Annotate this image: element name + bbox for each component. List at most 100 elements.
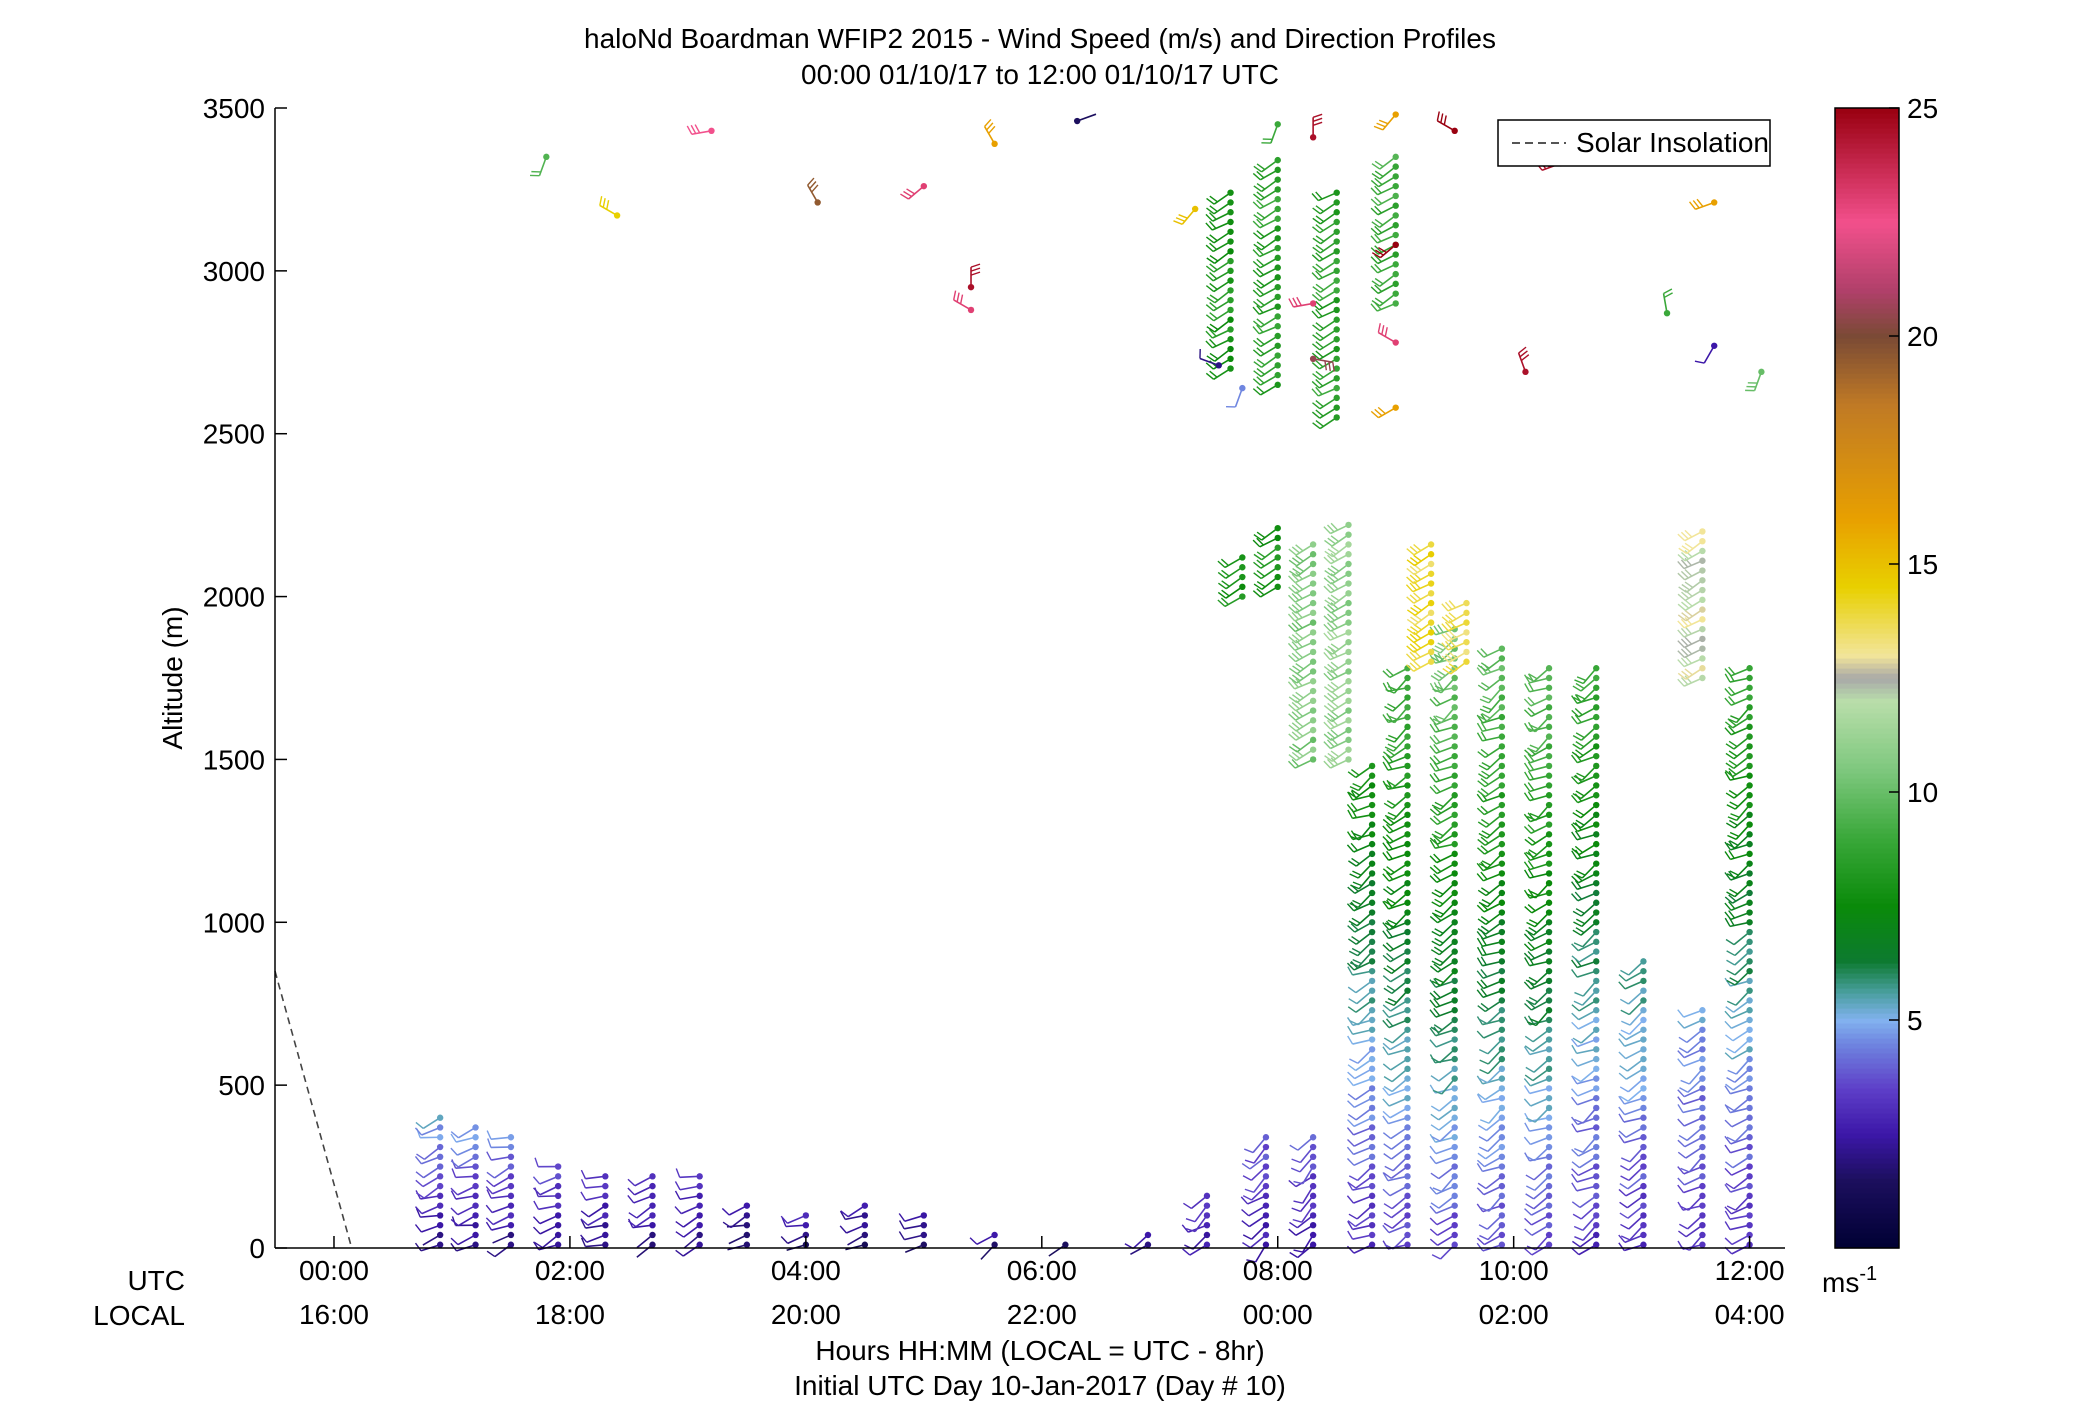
wind-barb <box>1383 1212 1411 1229</box>
colorbar-band <box>1835 378 1899 384</box>
wind-barb-dot <box>1451 1163 1458 1170</box>
wind-barb-dot <box>602 1241 609 1248</box>
wind-barb-feather <box>1694 360 1705 364</box>
wind-barb-dot <box>1368 1036 1376 1043</box>
wind-barb-feather <box>1524 1002 1532 1011</box>
wind-barb-dot <box>1404 938 1411 946</box>
wind-barb <box>1524 1026 1553 1043</box>
wind-barb-feather <box>1289 1144 1299 1151</box>
wind-barb-dot <box>1746 1104 1753 1112</box>
wind-barb-staff <box>1355 980 1373 994</box>
wind-barb-feather <box>722 1221 732 1229</box>
wind-barb <box>1724 770 1753 781</box>
wind-barb <box>674 1202 703 1215</box>
colorbar-band <box>1835 338 1899 344</box>
wind-barb-feather <box>533 1200 540 1210</box>
wind-barb-dot <box>1746 1222 1753 1229</box>
wind-barb-dot <box>1203 1231 1211 1239</box>
wind-barb-feather <box>1476 793 1484 803</box>
wind-barb-staff <box>1485 1175 1503 1190</box>
colorbar-band <box>1835 963 1899 969</box>
wind-barb-staff <box>457 1185 476 1196</box>
wind-barb-dot <box>1368 997 1376 1004</box>
wind-barb-dot <box>472 1153 479 1161</box>
wind-barb-staff <box>1076 113 1097 122</box>
wind-barb-feather <box>580 1234 588 1243</box>
wind-barb-dot <box>1392 192 1399 200</box>
wind-barb-feather <box>1518 346 1527 354</box>
colorbar-band <box>1835 348 1899 354</box>
wind-barb-feather <box>1432 688 1442 694</box>
wind-barb-feather <box>1374 177 1383 186</box>
wind-barb <box>1477 655 1506 672</box>
wind-barb <box>1572 674 1600 692</box>
wind-barb-dot <box>1699 1026 1706 1033</box>
wind-barb-dot <box>1309 134 1317 141</box>
wind-barb-feather <box>1429 875 1438 883</box>
wind-barb-feather <box>1433 998 1441 1007</box>
colorbar-band <box>1835 1133 1899 1139</box>
wind-barb-dot <box>1333 414 1340 421</box>
wind-barb-feather <box>1527 824 1536 832</box>
wind-barb <box>1287 638 1317 652</box>
wind-barb-feather <box>1244 1159 1255 1164</box>
wind-barb <box>1293 1182 1317 1204</box>
wind-barb-dot <box>1451 1094 1458 1102</box>
wind-barb-dot <box>1404 948 1411 955</box>
wind-barb <box>1574 1134 1600 1153</box>
colorbar-band <box>1835 1028 1899 1034</box>
wind-barb-dot <box>1498 919 1506 926</box>
wind-barb-staff <box>492 1185 512 1195</box>
wind-barb <box>674 1190 703 1201</box>
wind-barb-feather <box>486 1171 495 1179</box>
wind-barb-feather <box>1433 734 1441 743</box>
wind-barb-feather <box>1575 741 1585 748</box>
wind-barb-staff <box>1730 1185 1750 1193</box>
wind-barb-feather <box>1478 901 1488 908</box>
wind-barb-feather <box>1349 902 1359 909</box>
wind-barb-staff <box>1353 1244 1373 1254</box>
wind-barb-dot <box>1368 1134 1376 1141</box>
wind-barb-dot <box>1427 619 1435 626</box>
wind-barb-feather <box>1323 665 1333 674</box>
wind-barb-feather <box>1571 823 1578 832</box>
wind-barb <box>1477 811 1506 828</box>
wind-barb-dot <box>1404 1222 1411 1229</box>
wind-barb <box>1287 678 1317 690</box>
wind-barb-feather <box>1173 220 1183 225</box>
wind-barb <box>1252 332 1281 348</box>
wind-barb-feather <box>1571 943 1579 952</box>
wind-barb <box>1242 1231 1270 1249</box>
wind-barb-dot <box>1498 1026 1506 1033</box>
wind-barb-feather <box>675 1220 684 1228</box>
wind-barb-feather <box>1726 842 1736 849</box>
wind-barb-dot <box>1593 977 1600 985</box>
wind-barb-dot <box>507 1222 515 1229</box>
wind-barb-staff <box>457 1156 476 1168</box>
wind-barb <box>1430 958 1458 973</box>
wind-barb <box>1382 870 1411 882</box>
wind-barb <box>1523 1134 1553 1146</box>
wind-barb <box>1525 1182 1553 1200</box>
wind-barb-feather <box>1429 745 1437 754</box>
wind-barb-feather <box>1678 1036 1688 1044</box>
wind-barb-feather <box>1385 737 1395 743</box>
wind-barb-staff <box>1629 1224 1645 1241</box>
wind-barb <box>1677 1016 1706 1029</box>
wind-barb-feather <box>1725 1006 1734 1013</box>
wind-barb-dot <box>1699 538 1706 545</box>
wind-barb-feather <box>1663 288 1673 295</box>
wind-barb <box>1383 792 1411 809</box>
wind-barb-feather <box>1287 642 1296 651</box>
colorbar-band <box>1835 503 1899 509</box>
wind-barb-feather <box>1572 1213 1582 1220</box>
wind-barb <box>1524 1065 1553 1082</box>
colorbar-band <box>1835 1243 1899 1249</box>
wind-barb-feather <box>1315 283 1325 291</box>
wind-barb-dot <box>1427 570 1435 577</box>
wind-barb <box>674 1181 703 1191</box>
wind-barb-layer <box>414 111 1765 1263</box>
wind-barb-staff <box>493 1175 512 1188</box>
wind-barb-feather <box>839 1210 846 1220</box>
colorbar-band <box>1835 608 1899 614</box>
